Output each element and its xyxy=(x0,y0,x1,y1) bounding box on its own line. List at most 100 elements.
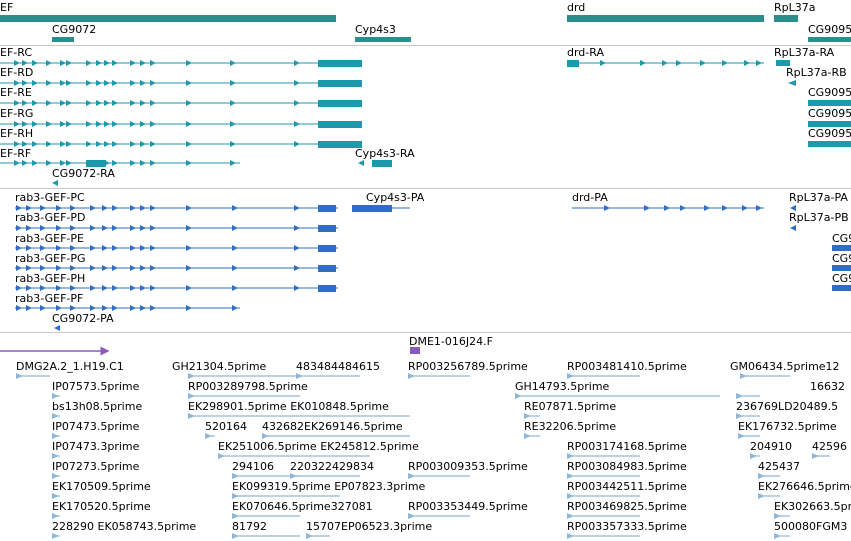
exon-arrow[interactable] xyxy=(150,205,156,211)
est-label[interactable]: 520164 xyxy=(205,420,247,433)
exon-arrow[interactable] xyxy=(232,265,238,271)
exon-arrow[interactable] xyxy=(40,245,46,251)
exon-arrow[interactable] xyxy=(90,225,96,231)
protein-label[interactable]: CG9072-PA xyxy=(52,312,114,325)
exon-arrow[interactable] xyxy=(294,121,300,127)
exon-arrow[interactable] xyxy=(26,265,32,271)
exon-arrow[interactable] xyxy=(230,100,236,106)
exon-arrow[interactable] xyxy=(14,80,20,86)
exon-arrow[interactable] xyxy=(102,205,108,211)
exon-block[interactable] xyxy=(832,285,851,291)
exon-arrow[interactable] xyxy=(86,80,92,86)
exon-arrow[interactable] xyxy=(16,205,22,211)
est-label[interactable]: RE07871.5prime xyxy=(524,400,616,413)
est-label[interactable]: RP003289798.5prime xyxy=(188,380,308,393)
exon-arrow[interactable] xyxy=(294,141,300,147)
protein-label[interactable]: rab3-GEF-PG xyxy=(15,252,86,265)
exon-arrow[interactable] xyxy=(14,121,20,127)
exon-block[interactable] xyxy=(372,160,392,167)
exon-arrow[interactable] xyxy=(140,305,146,311)
exon-block[interactable] xyxy=(808,121,851,127)
gene-bar[interactable] xyxy=(567,15,764,22)
exon-arrow[interactable] xyxy=(66,160,72,166)
exon-arrow[interactable] xyxy=(90,245,96,251)
est-label[interactable]: EK176732.5prime xyxy=(738,420,837,433)
exon-block[interactable] xyxy=(318,141,362,148)
exon-arrow[interactable] xyxy=(232,285,238,291)
protein-label[interactable]: rab3-GEF-PH xyxy=(15,272,85,285)
est-label[interactable]: 204910 xyxy=(750,440,792,453)
exon-arrow[interactable] xyxy=(186,225,192,231)
exon-arrow[interactable] xyxy=(150,245,156,251)
est-label[interactable]: RP003174168.5prime xyxy=(567,440,687,453)
exon-block[interactable] xyxy=(832,265,851,271)
exon-arrow[interactable] xyxy=(112,265,118,271)
exon-block[interactable] xyxy=(318,285,336,292)
exon-arrow[interactable] xyxy=(40,265,46,271)
exon-block[interactable] xyxy=(352,205,392,212)
est-label[interactable]: RP003481410.5prime xyxy=(567,360,687,373)
exon-arrow[interactable] xyxy=(112,100,118,106)
exon-arrow[interactable] xyxy=(130,100,136,106)
est-label[interactable]: 15707EP06523.3prime xyxy=(306,520,432,533)
exon-arrow[interactable] xyxy=(130,141,136,147)
exon-arrow[interactable] xyxy=(230,141,236,147)
transcript-label[interactable]: RpL37a-RA xyxy=(774,46,835,59)
exon-block[interactable] xyxy=(318,100,362,107)
transcript-label[interactable]: EF-RD xyxy=(0,66,33,79)
exon-arrow[interactable] xyxy=(186,305,192,311)
exon-arrow[interactable] xyxy=(70,225,76,231)
exon-arrow[interactable] xyxy=(60,100,66,106)
exon-arrow[interactable] xyxy=(140,245,146,251)
exon-arrow[interactable] xyxy=(640,60,646,66)
exon-arrow[interactable] xyxy=(112,205,118,211)
exon-arrow[interactable] xyxy=(14,160,20,166)
gene-bar[interactable] xyxy=(52,37,74,42)
exon-arrow[interactable] xyxy=(112,141,118,147)
exon-arrow[interactable] xyxy=(56,285,62,291)
exon-arrow[interactable] xyxy=(788,80,796,86)
exon-arrow[interactable] xyxy=(150,141,156,147)
exon-arrow[interactable] xyxy=(96,80,102,86)
exon-arrow[interactable] xyxy=(60,121,66,127)
est-label[interactable]: EK099319.5prime EP07823.3prime xyxy=(232,480,426,493)
exon-block[interactable] xyxy=(318,60,362,67)
exon-block[interactable] xyxy=(86,160,106,167)
exon-arrow[interactable] xyxy=(112,60,118,66)
est-label[interactable]: GH14793.5prime xyxy=(515,380,610,393)
gene-label[interactable]: drd xyxy=(567,1,585,14)
exon-block[interactable] xyxy=(567,60,579,67)
protein-label[interactable]: CG9 xyxy=(832,252,851,265)
exon-arrow[interactable] xyxy=(186,205,192,211)
exon-arrow[interactable] xyxy=(56,245,62,251)
exon-arrow[interactable] xyxy=(150,60,156,66)
exon-block[interactable] xyxy=(318,265,336,272)
transcript-label[interactable]: Cyp4s3-RA xyxy=(355,147,415,160)
exon-arrow[interactable] xyxy=(102,245,108,251)
exon-arrow[interactable] xyxy=(66,80,72,86)
exon-arrow[interactable] xyxy=(130,265,136,271)
exon-arrow[interactable] xyxy=(102,285,108,291)
exon-arrow[interactable] xyxy=(104,141,110,147)
exon-arrow[interactable] xyxy=(104,100,110,106)
exon-arrow[interactable] xyxy=(56,305,62,311)
exon-arrow[interactable] xyxy=(60,60,66,66)
exon-arrow[interactable] xyxy=(70,205,76,211)
est-label[interactable]: 16632 xyxy=(810,380,845,393)
est-label[interactable]: 483484484615 xyxy=(296,360,380,373)
exon-arrow[interactable] xyxy=(112,285,118,291)
exon-arrow[interactable] xyxy=(186,100,192,106)
exon-arrow[interactable] xyxy=(358,160,364,166)
exon-arrow[interactable] xyxy=(294,225,300,231)
protein-label[interactable]: RpL37a-PB xyxy=(789,211,849,224)
exon-arrow[interactable] xyxy=(86,121,92,127)
est-label[interactable]: 425437 xyxy=(758,460,800,473)
est-label[interactable]: RP003469825.5prime xyxy=(567,500,687,513)
exon-arrow[interactable] xyxy=(86,141,92,147)
est-label[interactable]: GM06434.5prime12 xyxy=(730,360,840,373)
est-label[interactable]: IP07473.5prime xyxy=(52,420,140,433)
exon-arrow[interactable] xyxy=(140,160,146,166)
exon-arrow[interactable] xyxy=(186,160,192,166)
exon-arrow[interactable] xyxy=(96,141,102,147)
exon-arrow[interactable] xyxy=(40,205,46,211)
